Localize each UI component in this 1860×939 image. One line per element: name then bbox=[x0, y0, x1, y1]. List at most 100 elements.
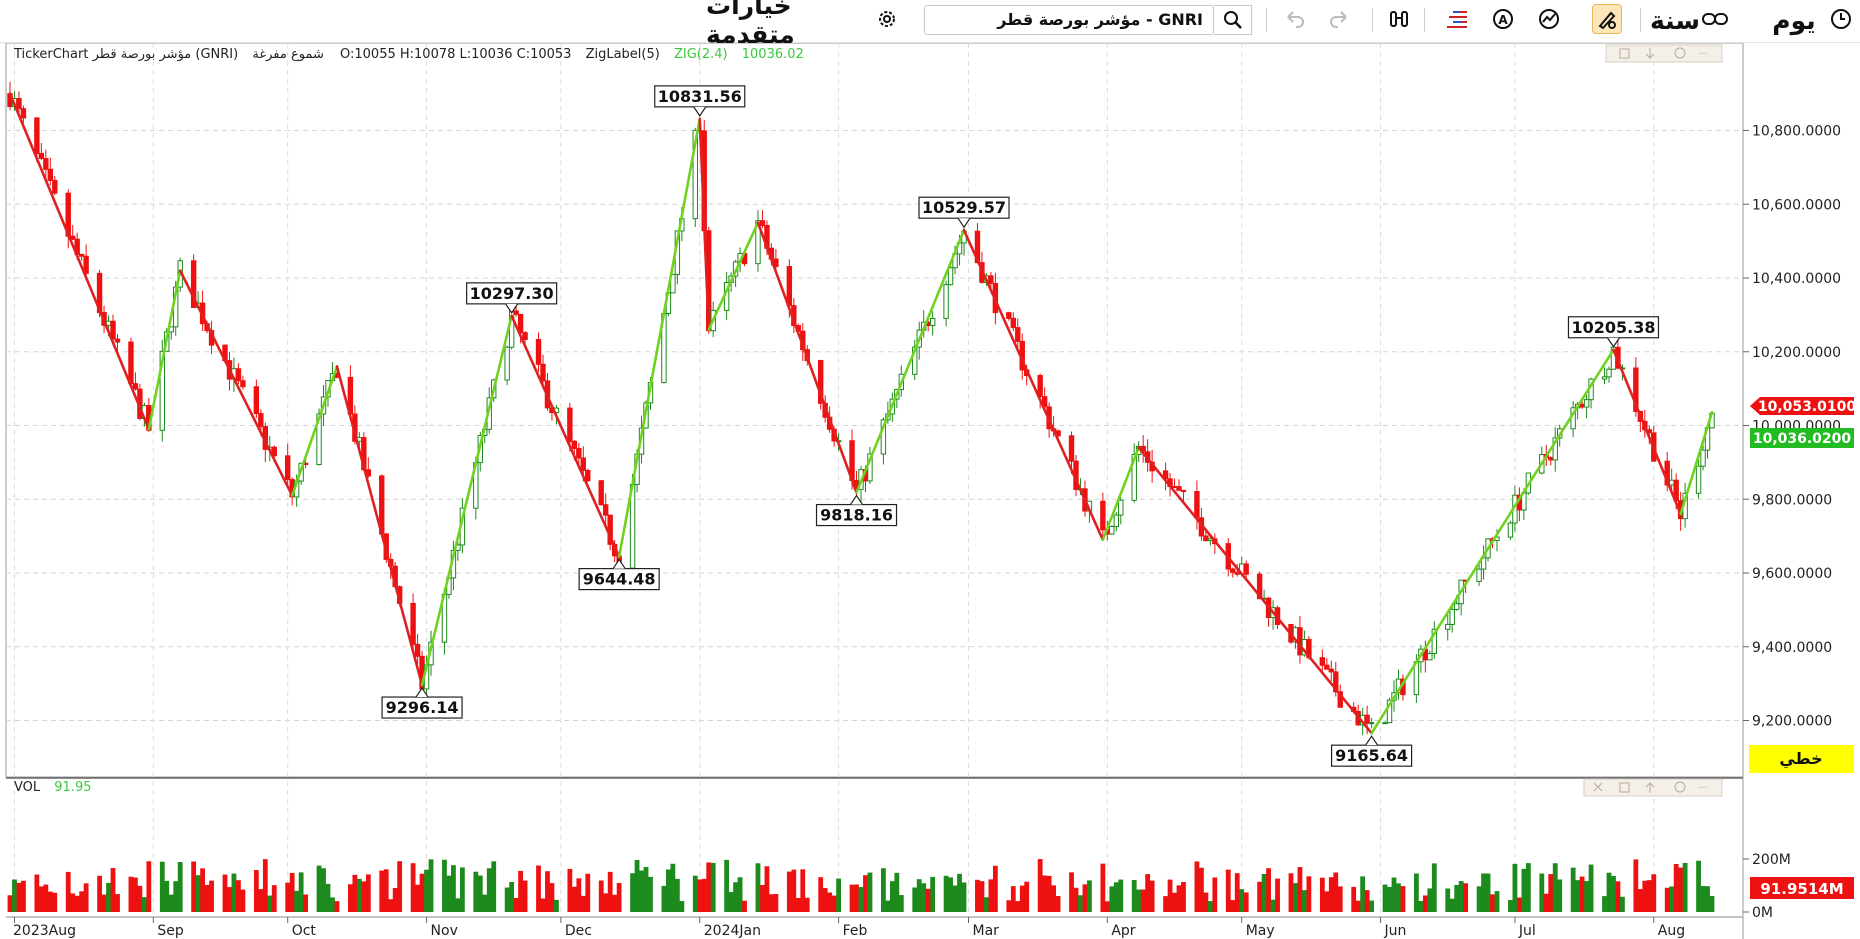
volume-bar bbox=[607, 871, 613, 912]
volume-bar bbox=[889, 881, 895, 912]
volume-bar bbox=[1288, 873, 1294, 912]
candle-up bbox=[1368, 722, 1375, 725]
volume-bar bbox=[316, 865, 322, 912]
maximize-panel-icon[interactable] bbox=[1619, 782, 1630, 793]
alert-a-icon[interactable]: A bbox=[1488, 4, 1518, 34]
volume-bar bbox=[952, 885, 958, 912]
candle-down bbox=[517, 313, 524, 334]
search-button[interactable] bbox=[1214, 5, 1252, 35]
volume-bar bbox=[639, 870, 644, 912]
more-icon[interactable]: ··· bbox=[1698, 49, 1708, 60]
candle-down bbox=[1180, 489, 1187, 493]
y-tick-label: 10,800.0000 bbox=[1752, 124, 1841, 140]
panel-settings-icon[interactable] bbox=[1674, 781, 1686, 793]
price-levels-icon[interactable] bbox=[1442, 4, 1472, 34]
candle-up bbox=[316, 413, 322, 466]
candle-up bbox=[1668, 479, 1675, 486]
volume-bar bbox=[1517, 897, 1522, 912]
volume-bar bbox=[1055, 896, 1061, 912]
swing-label-text: 9644.48 bbox=[583, 570, 656, 589]
period-day-button[interactable]: يوم bbox=[1772, 5, 1816, 35]
indicator-wave-icon[interactable] bbox=[1534, 4, 1564, 34]
volume-bar bbox=[1508, 899, 1513, 912]
volume-bar bbox=[1396, 883, 1401, 912]
volume-bar bbox=[1010, 886, 1016, 912]
volume-bar bbox=[1073, 887, 1079, 912]
volume-bar bbox=[1700, 886, 1706, 912]
swing-label-pointer bbox=[505, 303, 519, 314]
drawing-pen-icon[interactable] bbox=[1592, 4, 1622, 34]
more-icon[interactable]: ··· bbox=[1698, 783, 1708, 794]
volume-bar bbox=[83, 883, 89, 912]
volume-bar bbox=[818, 877, 824, 912]
clock-icon[interactable] bbox=[1826, 4, 1856, 34]
volume-bar bbox=[133, 877, 138, 912]
volume-bar bbox=[231, 873, 237, 912]
chain-link-icon[interactable] bbox=[1700, 4, 1730, 34]
volume-bar bbox=[459, 867, 465, 912]
undo-icon[interactable] bbox=[1280, 4, 1310, 34]
x-tick-label: Nov bbox=[431, 923, 458, 939]
volume-panel-controls[interactable]: ··· bbox=[1583, 778, 1723, 797]
volume-bar bbox=[849, 884, 855, 912]
zigzag-up-leg bbox=[707, 221, 760, 331]
volume-bar bbox=[47, 891, 53, 912]
volume-bar bbox=[1543, 893, 1549, 912]
volume-bar bbox=[1387, 886, 1392, 912]
advanced-options-button[interactable]: خيارات متقدمة bbox=[706, 0, 795, 49]
volume-bar bbox=[1521, 868, 1527, 912]
move-down-icon[interactable] bbox=[1645, 48, 1655, 59]
zigzag-down-leg bbox=[698, 117, 711, 331]
line-mode-tag[interactable]: خطي bbox=[1749, 745, 1854, 773]
gear-icon[interactable] bbox=[872, 4, 902, 34]
candle-down bbox=[571, 440, 578, 449]
move-up-icon[interactable] bbox=[1645, 782, 1655, 793]
volume-bar bbox=[477, 875, 483, 912]
volume-bar bbox=[674, 878, 680, 912]
swing-label-text: 10297.30 bbox=[470, 284, 554, 303]
swing-label: 9165.64 bbox=[1330, 735, 1413, 767]
period-year-button[interactable]: سنة bbox=[1650, 5, 1700, 35]
volume-bar bbox=[115, 894, 120, 912]
volume-bar bbox=[943, 875, 949, 912]
volume-bar bbox=[12, 879, 17, 912]
x-tick-label: 2023Aug bbox=[13, 923, 76, 939]
volume-bar bbox=[1673, 863, 1679, 912]
volume-bar bbox=[446, 875, 452, 912]
volume-bar bbox=[737, 877, 743, 912]
volume-bar bbox=[898, 895, 904, 912]
candle-down bbox=[1230, 568, 1236, 573]
close-panel-icon[interactable] bbox=[1593, 782, 1603, 792]
volume-bar bbox=[1234, 873, 1240, 912]
volume-bar bbox=[1046, 875, 1052, 912]
volume-bar bbox=[1015, 901, 1021, 912]
volume-bar bbox=[554, 899, 559, 912]
candle-down bbox=[1579, 403, 1585, 408]
volume-bar bbox=[97, 875, 102, 912]
volume-bar bbox=[1140, 889, 1146, 912]
candle-down bbox=[83, 255, 89, 274]
panel-settings-icon[interactable] bbox=[1674, 47, 1686, 59]
candle-down bbox=[1333, 671, 1339, 693]
price-panel-controls[interactable]: ··· bbox=[1605, 44, 1723, 63]
symbol-input[interactable]: GNRI - مؤشر بورصة قطر bbox=[924, 5, 1214, 35]
volume-bar bbox=[1118, 879, 1124, 912]
toolbar-divider bbox=[1640, 8, 1641, 32]
info-prefix: TickerChart مؤشر بورصة قطر (GNRI) bbox=[13, 47, 238, 62]
redo-icon[interactable] bbox=[1324, 4, 1354, 34]
volume-bar bbox=[961, 882, 967, 912]
zigzag-lines bbox=[8, 92, 1714, 735]
volume-bar bbox=[1646, 880, 1652, 912]
binoculars-icon[interactable] bbox=[1384, 4, 1414, 34]
chart-canvas[interactable]: 9296.14 10297.30 9644.48 10831.56 9818.16 105… bbox=[0, 43, 1860, 939]
volume-bar bbox=[65, 871, 71, 912]
maximize-panel-icon[interactable] bbox=[1619, 48, 1630, 59]
volume-bar bbox=[128, 876, 134, 912]
candle-down bbox=[20, 108, 27, 119]
volume-bar bbox=[1588, 864, 1594, 912]
volume-bar bbox=[1539, 873, 1545, 912]
swing-label: 9818.16 bbox=[815, 494, 898, 527]
volume-bar bbox=[827, 892, 833, 912]
volume-bar bbox=[800, 869, 806, 912]
volume-bar bbox=[791, 869, 797, 912]
